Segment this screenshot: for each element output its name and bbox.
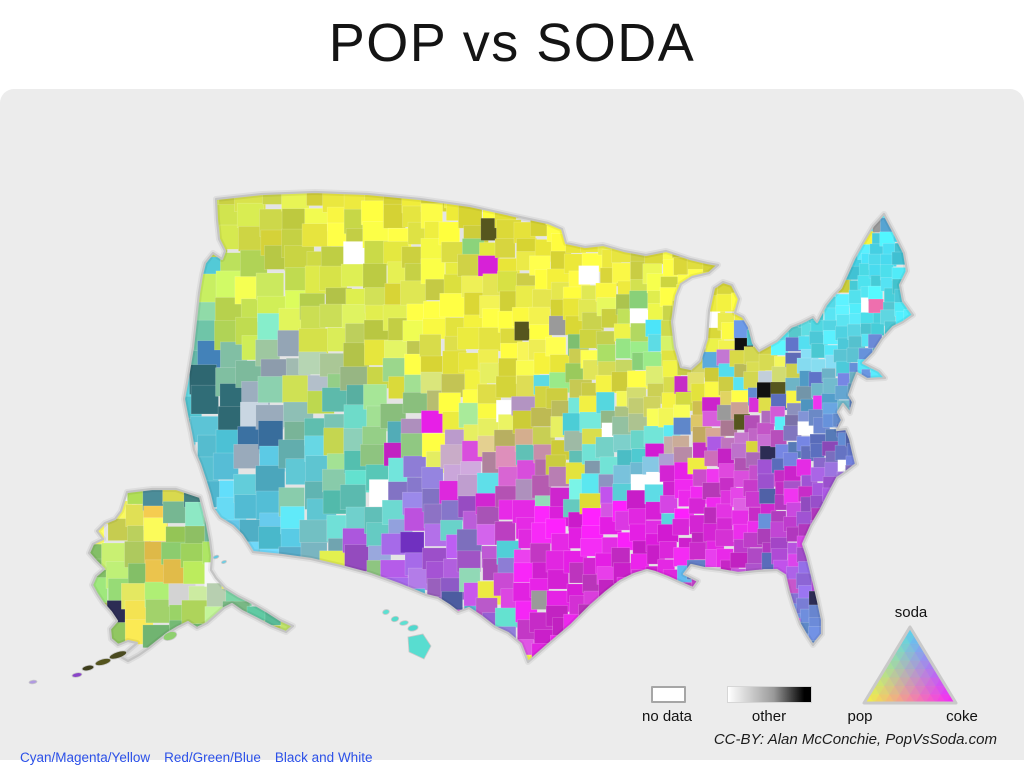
attribution: CC-BY: Alan McConchie, PopVsSoda.com (713, 731, 997, 748)
islands-hawaii-aleutians (28, 554, 432, 685)
footer-link-black-and-white[interactable]: Black and White (274, 750, 373, 765)
legend-no-data-label: no data (641, 708, 693, 725)
legend-soda-label: soda (894, 604, 928, 621)
legend-no-data-swatch (651, 686, 686, 703)
legend-triangle (862, 625, 958, 705)
legend-other-gradient (727, 686, 812, 703)
legend-coke-label: coke (946, 708, 978, 725)
page-title: POP vs SODA (328, 13, 696, 73)
footer-link-red-green-blue[interactable]: Red/Green/Blue (164, 750, 261, 765)
footer-links: Cyan/Magenta/Yellow Red/Green/Blue Black a… (20, 750, 372, 765)
legend-other-label: other (751, 708, 787, 725)
footer-link-cyan-magenta-yellow[interactable]: Cyan/Magenta/Yellow (20, 750, 151, 765)
legend-pop-label: pop (847, 708, 873, 725)
